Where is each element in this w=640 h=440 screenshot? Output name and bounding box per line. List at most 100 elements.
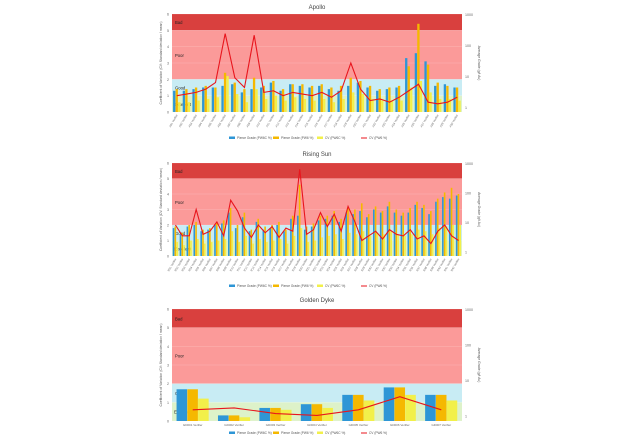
x-tick-label: R35 Verifier (401, 257, 412, 272)
bar-series-2 (416, 201, 418, 256)
bar-series-2 (264, 226, 266, 256)
bar-series-1 (443, 84, 447, 112)
x-tick-label: GD004 Verifier (307, 423, 327, 427)
x-tick-label: R39 Verifier (429, 257, 440, 272)
zone-label: Bad (175, 169, 183, 174)
x-tick-label: A17 Verifier (323, 113, 334, 128)
x-tick-label: R10 Verifier (229, 257, 240, 272)
y2-axis-title: Average Grade (g/t Au) (477, 192, 481, 227)
x-tick-label: R34 Verifier (394, 257, 405, 272)
bar-series-3 (239, 417, 251, 421)
x-tick-label: R02 Verifier (173, 257, 184, 272)
bar-series-1 (434, 85, 437, 112)
bar-series-1 (359, 211, 361, 256)
bar-series-3 (371, 98, 374, 112)
bar-series-2 (281, 89, 285, 112)
bar-series-1 (414, 204, 417, 256)
bar-series-3 (286, 243, 289, 256)
x-tick-label: A27 Verifier (419, 113, 430, 128)
zone-poor (172, 178, 462, 225)
x-tick-label: R05 Verifier (194, 257, 205, 272)
bar-series-2 (262, 85, 265, 112)
bar-series-1 (240, 92, 244, 112)
bar-series-3 (419, 80, 423, 112)
bar-series-1 (269, 82, 273, 112)
y-tick-label: 1 (167, 401, 169, 405)
bar-series-1 (342, 394, 353, 421)
y2-tick-label: 10 (465, 75, 469, 79)
y-tick-label: 3 (167, 62, 169, 66)
x-tick-label: R31 Verifier (374, 257, 385, 272)
bar-series-3 (190, 240, 192, 256)
bar-series-1 (297, 215, 299, 256)
bar-series-1 (345, 212, 347, 256)
x-tick-label: GD007 Verifier (431, 423, 451, 427)
y-axis-title: Coefficient of Variation (CV: Standard d… (159, 323, 163, 406)
legend-label: Pierce Grade (PW6C %) (237, 431, 272, 435)
chart-panel-3: Golden DykeBadPoorGoodExcellent012345610… (159, 298, 481, 435)
bar-series-3 (390, 100, 394, 112)
y-tick-label: 6 (167, 308, 169, 312)
bar-series-2 (228, 415, 240, 421)
bar-series-2 (353, 394, 364, 421)
bar-series-1 (405, 58, 408, 112)
x-tick-label: GD006 Verifier (390, 423, 410, 427)
y2-tick-label: 100 (465, 44, 471, 48)
legend-label: CV (PW6C %) (325, 136, 345, 140)
bar-series-1 (182, 90, 186, 112)
y-tick-label: 3 (167, 208, 169, 212)
bar-series-2 (349, 77, 352, 112)
x-tick-label: R24 Verifier (325, 257, 336, 272)
bar-series-2 (285, 229, 287, 256)
bar-series-1 (356, 82, 360, 112)
bar-series-1 (200, 231, 202, 256)
legend-label: Pierce Grade (PW6 %) (281, 431, 313, 435)
bar-series-2 (378, 89, 381, 112)
bar-series-2 (360, 203, 363, 256)
bar-series-1 (221, 85, 224, 112)
bar-series-1 (448, 198, 451, 256)
bar-series-1 (318, 85, 321, 112)
y-tick-label: 2 (167, 224, 169, 228)
bar-series-3 (404, 235, 406, 256)
x-tick-label: A19 Verifier (342, 113, 353, 128)
bar-series-3 (245, 235, 247, 256)
bar-series-2 (243, 89, 246, 112)
bar-series-3 (255, 89, 258, 112)
bar-series-3 (203, 243, 206, 256)
bar-series-3 (224, 238, 227, 256)
bar-series-1 (259, 407, 270, 421)
bar-series-2 (223, 72, 227, 112)
bar-series-1 (383, 387, 395, 421)
bar-series-2 (333, 211, 335, 256)
x-tick-label: R41 Verifier (443, 257, 454, 272)
bar-series-2 (381, 211, 384, 256)
bar-series-2 (187, 389, 198, 421)
bar-series-2 (188, 225, 190, 256)
bar-series-2 (298, 184, 301, 256)
bar-series-2 (301, 84, 304, 112)
bar-series-3 (259, 238, 261, 256)
bar-series-3 (323, 98, 326, 112)
bar-series-2 (209, 228, 211, 256)
bar-series-3 (313, 100, 316, 112)
x-tick-label: R16 Verifier (270, 257, 281, 272)
bar-series-2 (409, 207, 411, 256)
bar-series-2 (436, 198, 439, 256)
x-tick-label: A11 Verifier (265, 113, 276, 127)
bar-series-3 (176, 242, 178, 256)
legend-label: CV (PW6C %) (325, 284, 345, 288)
bar-series-2 (395, 209, 398, 256)
bar-series-2 (233, 82, 236, 112)
y2-tick-label: 1 (465, 414, 467, 418)
bar-series-1 (308, 87, 311, 112)
x-tick-label: R18 Verifier (284, 257, 295, 272)
bar-series-2 (257, 218, 260, 256)
bar-series-1 (453, 87, 456, 112)
legend-label: Pierce Grade (PW6 %) (281, 284, 313, 288)
x-tick-label: R30 Verifier (367, 257, 378, 272)
legend-swatch (317, 284, 323, 287)
legend-swatch (273, 431, 279, 434)
bar-series-3 (226, 76, 229, 112)
bar-series-3 (266, 242, 268, 256)
